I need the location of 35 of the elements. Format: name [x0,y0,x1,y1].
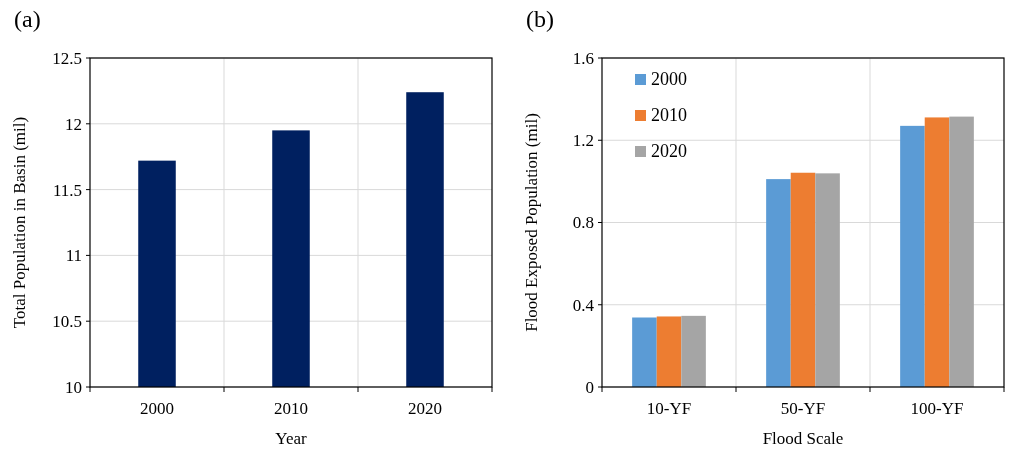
bar [766,179,791,387]
bar [815,173,840,387]
y-axis-title: Flood Exposed Population (mil) [522,113,541,332]
legend-label: 2010 [651,105,687,125]
bar [949,116,974,387]
x-tick-label: 2000 [140,399,174,418]
legend-label: 2000 [651,69,687,89]
y-tick-label: 1.6 [572,48,594,68]
y-tick-label: 0 [585,377,594,397]
y-tick-label: 10 [65,377,82,397]
x-axis-title: Flood Scale [762,429,844,448]
x-tick-label: 2010 [274,399,308,418]
legend-label: 2020 [651,141,687,161]
chart-title: (a) [14,6,41,32]
y-tick-label: 0.8 [572,213,594,233]
y-axis-title: Total Population in Basin (mil) [10,116,29,329]
y-tick-label: 10.5 [52,312,82,332]
chart-title: (b) [526,6,554,32]
y-tick-label: 12 [65,114,82,134]
y-tick-label: 0.4 [572,295,595,315]
x-tick-label: 2020 [408,399,442,418]
bar [924,117,950,387]
x-tick-label: 10-YF [646,399,692,418]
x-tick-label: 100-YF [910,399,964,418]
x-tick-label: 50-YF [780,399,826,418]
bar [632,317,657,387]
bar [900,125,925,387]
y-tick-label: 1.2 [572,131,594,151]
y-tick-label: 11 [65,246,82,266]
x-axis-title: Year [275,429,307,448]
y-tick-label: 12.5 [52,48,82,68]
bar [790,172,816,387]
bar [681,315,706,387]
y-tick-label: 11.5 [52,180,82,200]
bar [656,316,682,387]
